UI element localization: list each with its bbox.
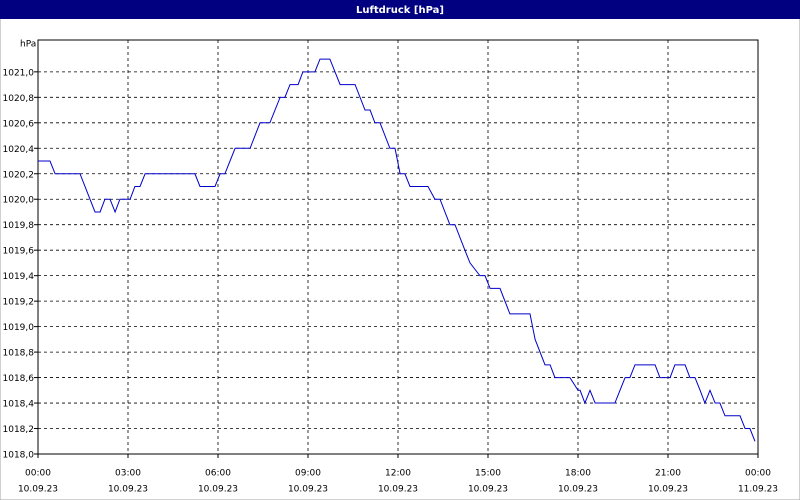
x-tick-label: 03:00 (115, 469, 141, 479)
y-unit: hPa (20, 40, 36, 50)
y-tick-label: 1018,8 (3, 349, 35, 359)
data-line (38, 58, 756, 442)
y-tick-label: 1020,2 (3, 170, 35, 180)
x-tick-label: 21:00 (655, 469, 681, 479)
x-tick-date: 10.09.23 (18, 485, 58, 495)
y-tick-label: 1019,6 (3, 247, 35, 257)
y-tick-label: 1018,6 (3, 374, 35, 384)
x-tick-date: 10.09.23 (198, 485, 238, 495)
y-tick-label: 1018,0 (3, 451, 35, 461)
x-tick-date: 10.09.23 (468, 485, 508, 495)
y-tick-label: 1019,2 (3, 298, 35, 308)
x-tick-label: 00:00 (25, 469, 51, 479)
y-tick-label: 1020,6 (3, 119, 35, 129)
y-tick-label: 1020,8 (3, 94, 35, 104)
x-tick-label: 12:00 (385, 469, 411, 479)
y-tick-label: 1020,0 (3, 196, 35, 206)
y-tick-label: 1020,4 (3, 145, 35, 155)
x-tick-label: 00:00 (745, 469, 771, 479)
x-tick-date: 10.09.23 (108, 485, 148, 495)
y-tick-label: 1019,0 (3, 323, 35, 333)
y-tick-label: 1018,4 (3, 400, 35, 410)
x-tick-date: 10.09.23 (558, 485, 598, 495)
y-tick-label: 1018,2 (3, 425, 35, 435)
x-tick-date: 11.09.23 (738, 485, 778, 495)
x-tick-date: 10.09.23 (378, 485, 418, 495)
y-tick-label: 1019,4 (3, 272, 35, 282)
x-tick-label: 09:00 (295, 469, 321, 479)
y-tick-label: 1021,0 (3, 68, 35, 78)
chart-title: Luftdruck [hPa] (356, 5, 444, 16)
x-tick-label: 18:00 (565, 469, 591, 479)
y-tick-label: 1019,8 (3, 221, 35, 231)
x-tick-date: 10.09.23 (648, 485, 688, 495)
x-tick-date: 10.09.23 (288, 485, 328, 495)
title-bar (0, 0, 800, 19)
x-tick-label: 15:00 (475, 469, 501, 479)
x-tick-label: 06:00 (205, 469, 231, 479)
